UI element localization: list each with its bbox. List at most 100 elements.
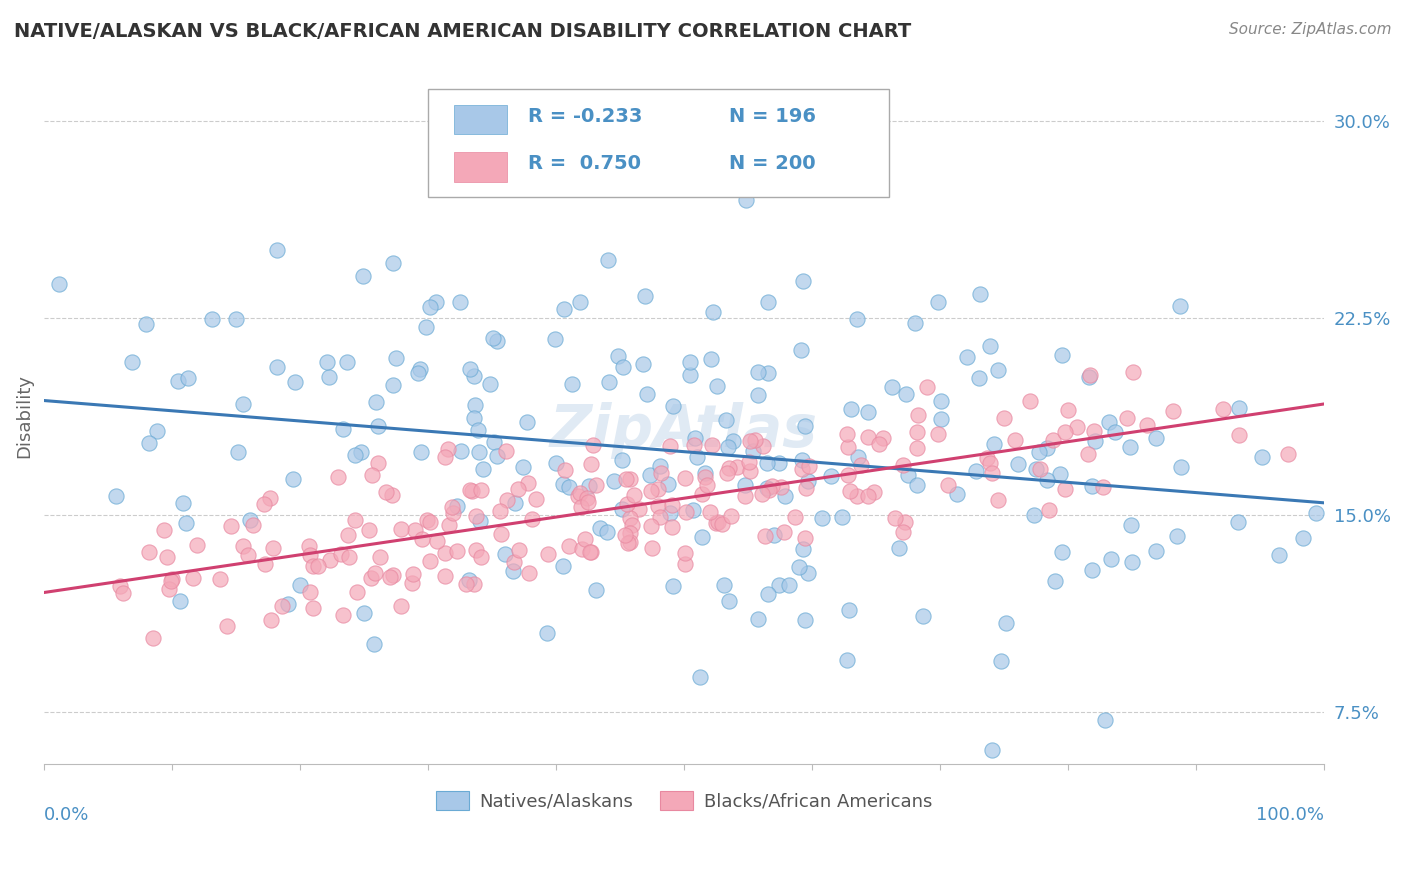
Point: [183, 571, 205, 585]
Point: [284, 375, 307, 389]
Point: [1049, 467, 1071, 481]
Point: [905, 442, 928, 456]
FancyBboxPatch shape: [454, 105, 508, 134]
Point: [537, 548, 560, 562]
Point: [496, 492, 519, 507]
Point: [174, 516, 197, 530]
Point: [1004, 434, 1026, 448]
Point: [613, 528, 636, 542]
Point: [650, 466, 672, 480]
Point: [1022, 508, 1045, 522]
Point: [693, 470, 716, 484]
Point: [253, 497, 276, 511]
Point: [302, 558, 325, 573]
Point: [868, 437, 890, 451]
Point: [987, 492, 1010, 507]
Point: [661, 498, 683, 512]
Point: [648, 459, 671, 474]
Point: [364, 394, 387, 409]
Point: [242, 517, 264, 532]
Point: [990, 654, 1012, 668]
Point: [714, 412, 737, 426]
Point: [848, 450, 870, 464]
Point: [166, 374, 188, 388]
Point: [519, 566, 541, 581]
Point: [557, 480, 579, 494]
Point: [579, 545, 602, 559]
Point: [790, 453, 813, 467]
Point: [156, 550, 179, 565]
Point: [332, 422, 354, 436]
Point: [253, 557, 276, 571]
Point: [381, 256, 404, 270]
Point: [747, 613, 769, 627]
Point: [433, 546, 456, 560]
Point: [634, 288, 657, 302]
Point: [201, 312, 224, 326]
Point: [606, 349, 628, 363]
Point: [1025, 462, 1047, 476]
Point: [554, 463, 576, 477]
Point: [367, 418, 389, 433]
Point: [1036, 441, 1059, 455]
Point: [1052, 544, 1074, 558]
Point: [512, 459, 534, 474]
Point: [298, 539, 321, 553]
Point: [426, 533, 449, 548]
Point: [734, 193, 756, 207]
Point: [849, 458, 872, 472]
Point: [389, 522, 412, 536]
Point: [370, 549, 392, 564]
Point: [266, 244, 288, 258]
Point: [225, 311, 247, 326]
Point: [835, 653, 858, 667]
Point: [773, 525, 796, 540]
Point: [465, 508, 488, 523]
Point: [585, 583, 607, 598]
Point: [579, 457, 602, 471]
Point: [657, 477, 679, 491]
Point: [402, 567, 425, 582]
Point: [1042, 433, 1064, 447]
Point: [464, 398, 486, 412]
Point: [1057, 403, 1080, 417]
Point: [662, 399, 685, 413]
Point: [747, 388, 769, 402]
Point: [1115, 411, 1137, 425]
Point: [463, 369, 485, 384]
Point: [315, 355, 337, 369]
Point: [755, 482, 778, 496]
Point: [1045, 574, 1067, 588]
Point: [415, 319, 437, 334]
Point: [574, 532, 596, 546]
Point: [1251, 450, 1274, 464]
Point: [359, 524, 381, 538]
Point: [640, 484, 662, 499]
Point: [744, 434, 766, 448]
Point: [794, 613, 817, 627]
Point: [419, 554, 441, 568]
Point: [585, 478, 607, 492]
Point: [620, 518, 643, 533]
Point: [769, 480, 792, 494]
Point: [628, 502, 651, 516]
Point: [363, 566, 385, 580]
Point: [1053, 425, 1076, 439]
Point: [841, 402, 863, 417]
Point: [967, 371, 990, 385]
Point: [433, 450, 456, 464]
Point: [449, 295, 471, 310]
Point: [1083, 424, 1105, 438]
Point: [794, 481, 817, 495]
Point: [707, 515, 730, 529]
Point: [976, 450, 998, 465]
Point: [904, 316, 927, 330]
Point: [673, 558, 696, 572]
Point: [856, 430, 879, 444]
Point: [640, 468, 662, 483]
Point: [1119, 517, 1142, 532]
Point: [915, 380, 938, 394]
Point: [425, 295, 447, 310]
Point: [239, 513, 262, 527]
Point: [361, 468, 384, 483]
